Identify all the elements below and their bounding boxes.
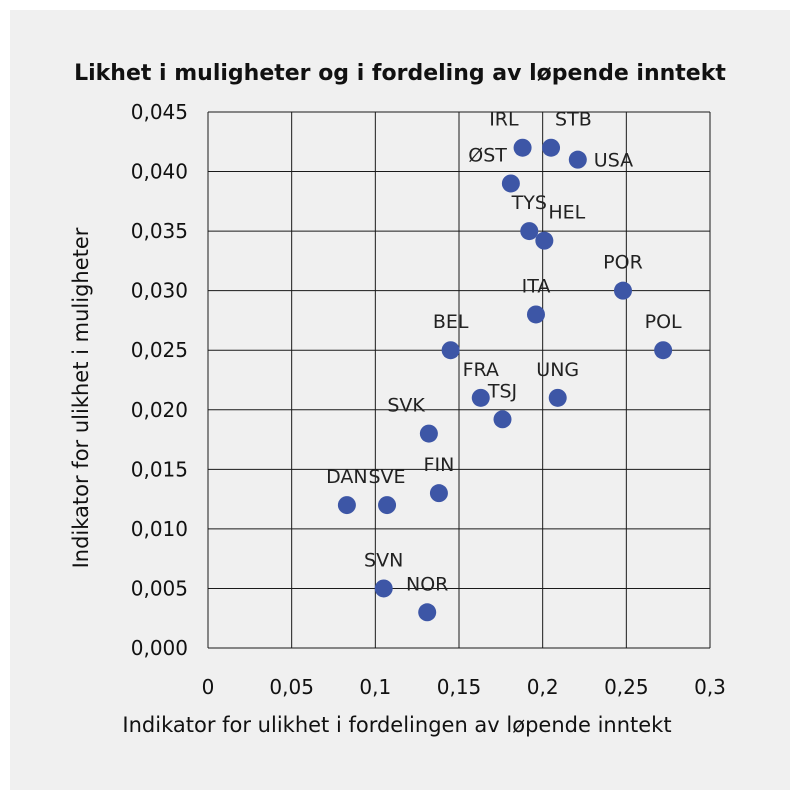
- y-tick-label: 0,005: [131, 576, 188, 600]
- point-label: POL: [645, 311, 682, 333]
- y-tick-label: 0,020: [131, 398, 188, 422]
- y-tick-label: 0,045: [131, 100, 188, 124]
- data-point: [374, 579, 393, 598]
- y-tick-label: 0,035: [131, 219, 188, 243]
- data-point: [568, 150, 587, 169]
- y-tick-label: 0,040: [131, 160, 188, 184]
- x-tick-label: 0,15: [437, 675, 482, 699]
- point-label: SVK: [387, 395, 425, 417]
- data-point: [493, 410, 512, 429]
- point-label: TYS: [511, 192, 547, 214]
- data-point: [337, 496, 356, 515]
- data-point: [542, 138, 561, 157]
- point-label: TSJ: [487, 380, 517, 402]
- point-label: SVE: [369, 466, 406, 488]
- data-point: [526, 305, 545, 324]
- data-point: [548, 388, 567, 407]
- data-point: [513, 138, 532, 157]
- grid: [207, 111, 711, 649]
- point-label: IRL: [489, 109, 519, 131]
- chart-title: Likhet i muligheter og i fordeling av lø…: [74, 61, 726, 86]
- chart-panel: [10, 10, 790, 790]
- point-label: BEL: [433, 311, 469, 333]
- y-tick-label: 0,030: [131, 279, 188, 303]
- data-point: [441, 341, 460, 360]
- point-label: USA: [594, 150, 633, 172]
- x-tick-label: 0,2: [527, 675, 559, 699]
- x-tick-label: 0,3: [694, 675, 726, 699]
- point-label: FRA: [463, 359, 499, 381]
- tick-labels: 0 0,05 0,1 0,15 0,2 0,25 0,3 0,000 0,005 0,010 0,0…: [131, 100, 726, 699]
- point-label: HEL: [548, 202, 585, 224]
- x-tick-label: 0,1: [359, 675, 391, 699]
- point-label: STB: [555, 109, 592, 131]
- point-label: ØST: [468, 144, 507, 166]
- x-tick-label: 0: [202, 675, 215, 699]
- point-label: SVN: [364, 549, 403, 571]
- x-tick-label: 0,05: [269, 675, 314, 699]
- y-tick-label: 0,010: [131, 517, 188, 541]
- data-point: [471, 388, 490, 407]
- data-point: [520, 222, 539, 241]
- data-point: [429, 484, 448, 503]
- y-axis-label: Indikator for ulikhet i muligheter: [69, 227, 93, 568]
- x-tick-label: 0,25: [604, 675, 649, 699]
- y-tick-label: 0,000: [131, 636, 188, 660]
- x-axis-label: Indikator for ulikhet i fordelingen av l…: [122, 713, 671, 737]
- data-point: [654, 341, 673, 360]
- point-label: FIN: [424, 454, 455, 476]
- data-point: [418, 603, 437, 622]
- point-label: NOR: [406, 573, 448, 595]
- data-point: [535, 231, 554, 250]
- data-point: [378, 496, 397, 515]
- data-point: [419, 424, 438, 443]
- data-point: [613, 281, 632, 300]
- data-point: [501, 174, 520, 193]
- point-label: ITA: [522, 275, 551, 297]
- point-label: POR: [603, 252, 643, 274]
- y-tick-label: 0,015: [131, 457, 188, 481]
- y-tick-label: 0,025: [131, 338, 188, 362]
- point-label: DAN: [326, 466, 368, 488]
- point-label: UNG: [536, 359, 579, 381]
